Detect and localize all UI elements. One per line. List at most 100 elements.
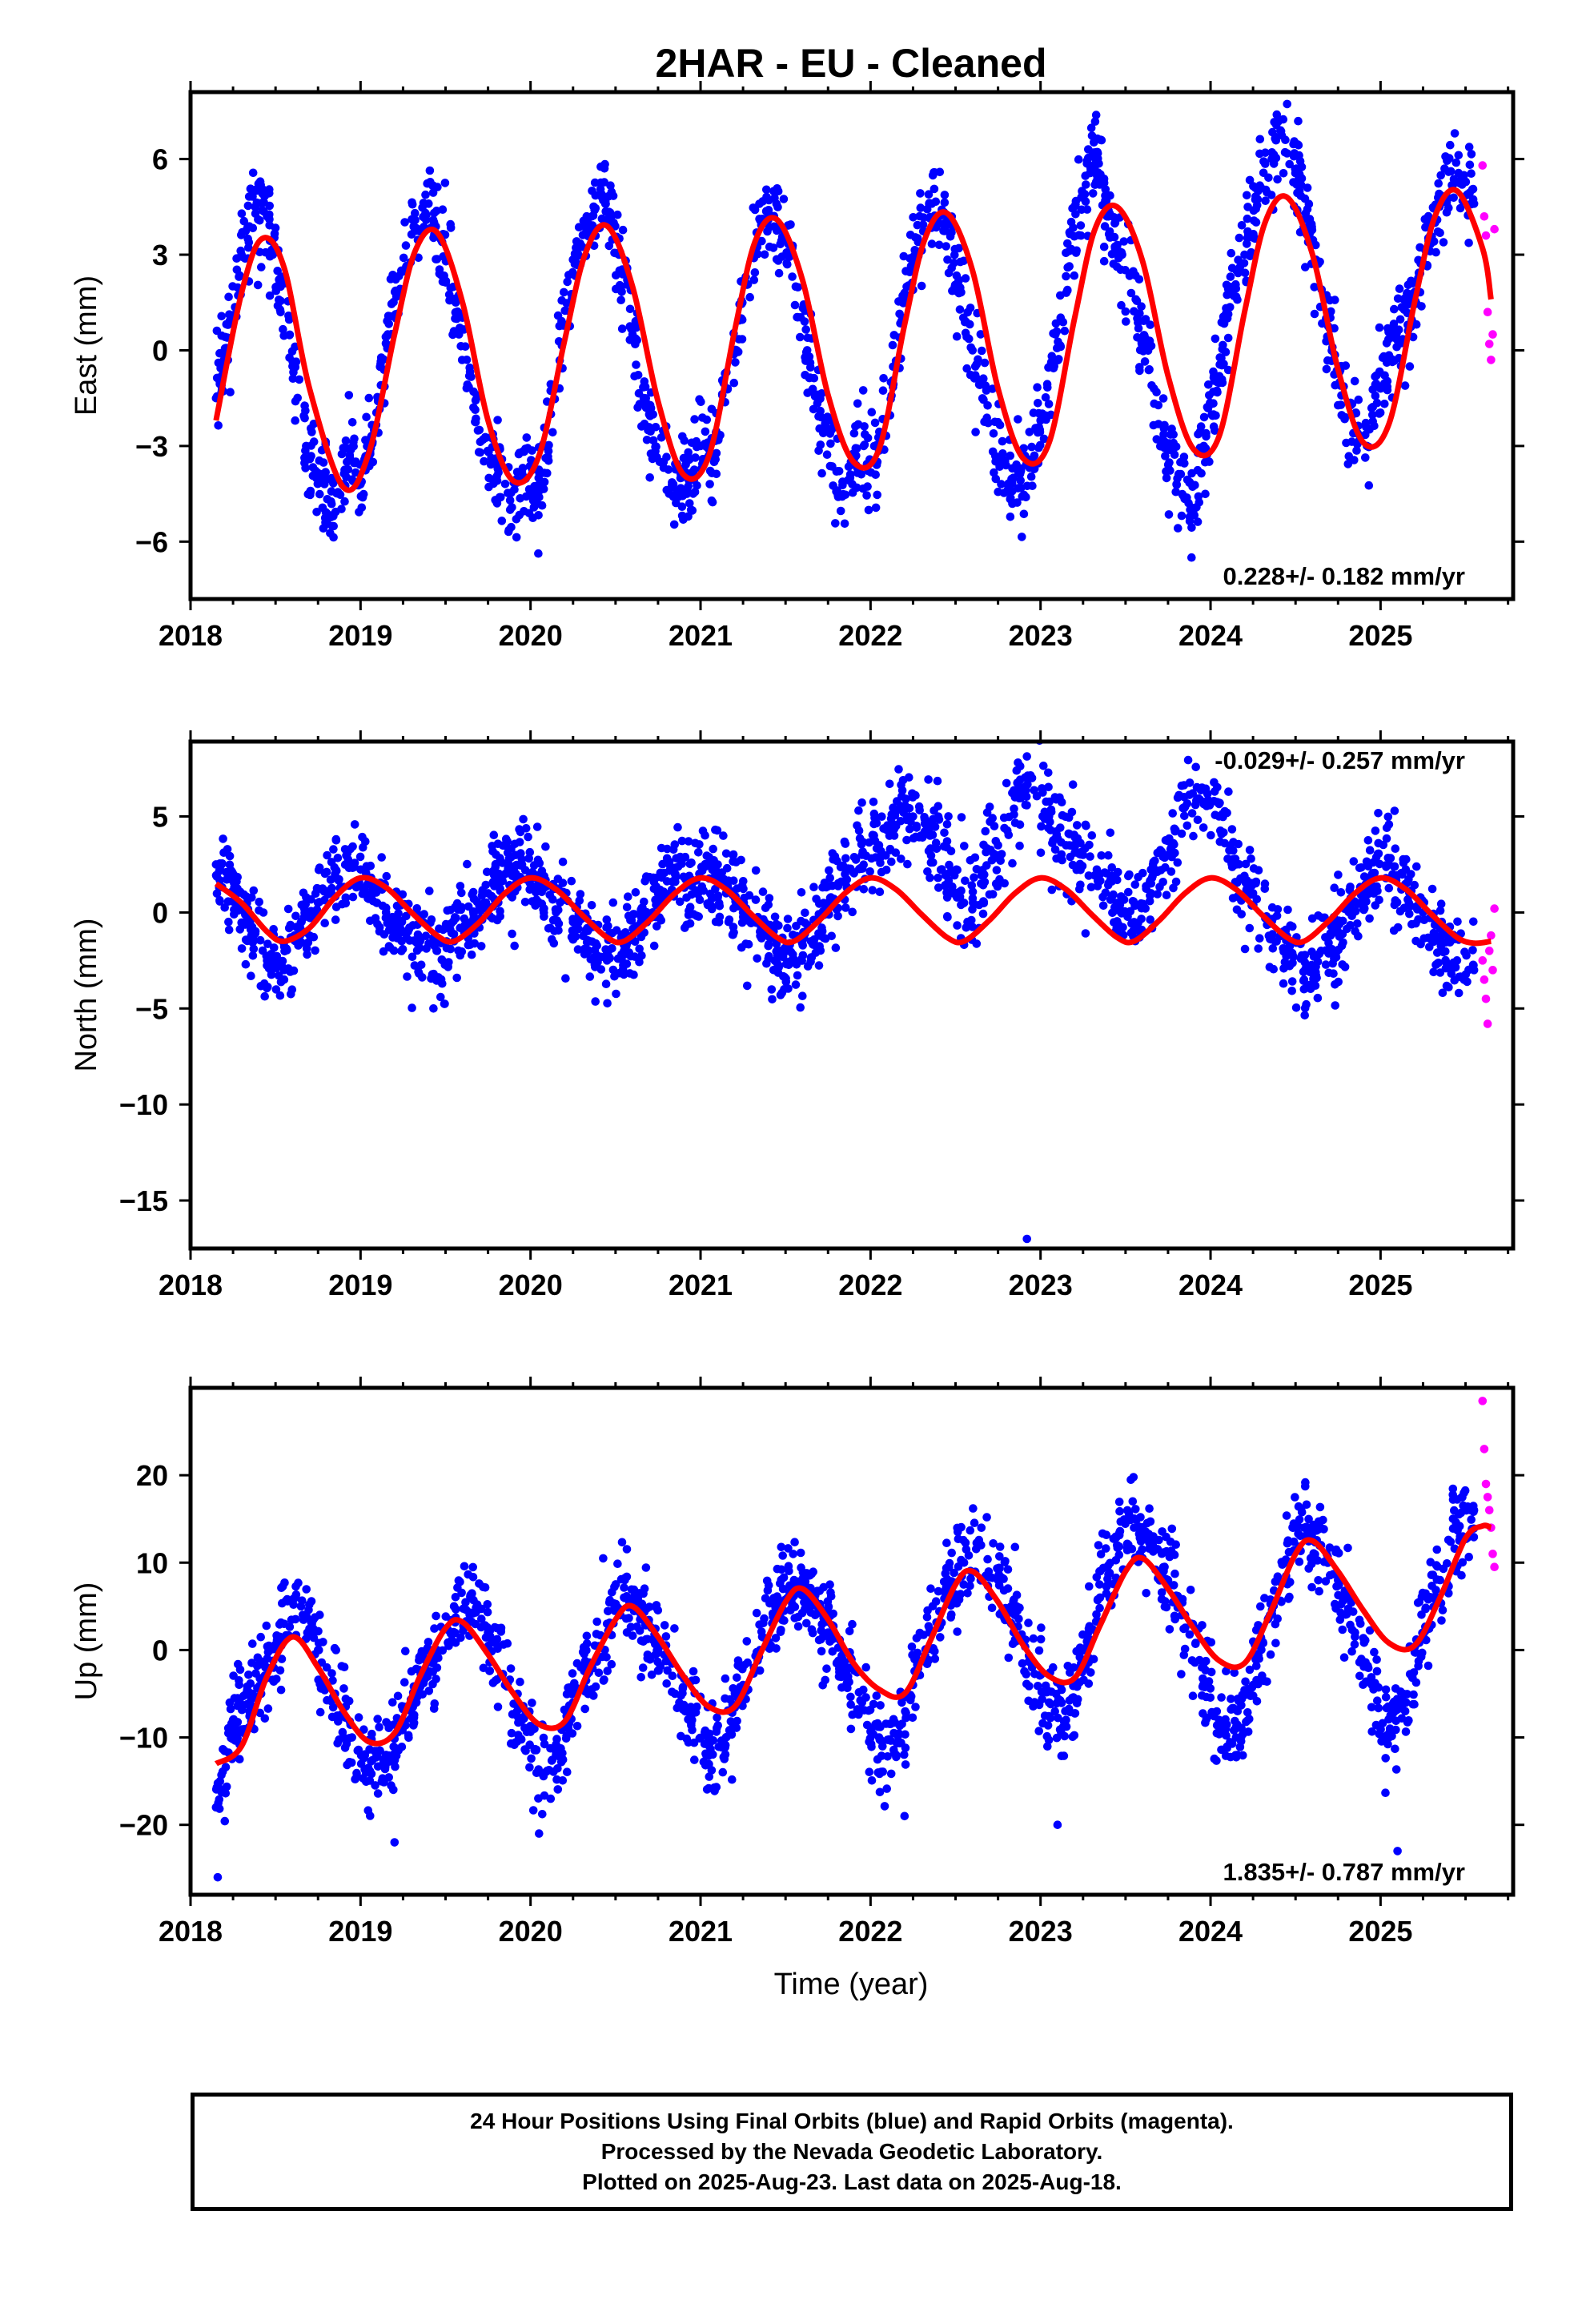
north-point	[619, 970, 628, 979]
north-point	[1242, 885, 1251, 895]
north-point	[656, 843, 666, 853]
east-point	[287, 347, 297, 356]
north-point	[230, 910, 239, 919]
east-point	[1454, 151, 1464, 160]
north-point	[875, 854, 885, 862]
north-point	[637, 951, 646, 960]
east-point	[441, 278, 451, 287]
north-point	[854, 806, 863, 815]
north-point	[857, 798, 866, 807]
north-point	[1251, 879, 1260, 888]
east-point	[1280, 147, 1290, 157]
north-point	[283, 904, 293, 914]
north-point	[995, 875, 1004, 884]
north-point	[1280, 958, 1290, 967]
north-point	[1070, 842, 1079, 852]
north-point	[1015, 841, 1024, 850]
east-point	[260, 191, 270, 200]
east-point	[1323, 356, 1332, 365]
north-point	[1180, 802, 1190, 811]
north-point	[219, 834, 227, 843]
east-point	[1261, 159, 1270, 168]
east-point	[596, 162, 605, 171]
north-point	[1453, 917, 1462, 927]
north-point	[841, 839, 850, 848]
up-point	[1414, 1662, 1423, 1671]
north-point	[698, 826, 708, 835]
east-point	[1468, 185, 1477, 194]
north-point	[1334, 870, 1343, 879]
north-frame	[188, 739, 1516, 1251]
east-point	[1380, 371, 1389, 380]
east-x-tick-label: 2021	[669, 619, 733, 652]
east-point	[1245, 175, 1255, 185]
north-point	[1241, 859, 1251, 869]
east-point	[346, 444, 355, 453]
east-point	[329, 512, 338, 521]
north-point	[483, 867, 492, 877]
north-point	[942, 912, 952, 921]
north-point	[768, 995, 777, 1004]
east-point	[339, 469, 349, 478]
east-point	[254, 179, 263, 188]
north-point	[456, 882, 465, 891]
north-point	[1124, 887, 1133, 897]
east-point	[1165, 458, 1174, 467]
north-point	[1014, 758, 1022, 767]
east-rapid-point	[1484, 340, 1494, 348]
east-point	[801, 371, 809, 380]
east-point	[1194, 429, 1203, 439]
east-point	[871, 503, 881, 513]
up-point	[289, 1600, 298, 1609]
north-point	[1193, 815, 1203, 825]
north-point	[992, 866, 1002, 875]
east-point	[1395, 284, 1404, 293]
north-point	[1355, 863, 1364, 873]
north-point	[596, 965, 606, 974]
east-point	[478, 435, 488, 444]
east-point	[1131, 295, 1140, 304]
up-point	[790, 1538, 799, 1546]
north-point	[438, 979, 447, 988]
north-point	[467, 950, 476, 959]
up-point	[1075, 1653, 1085, 1662]
east-point	[648, 436, 658, 445]
north-point	[764, 941, 773, 951]
north-point	[612, 926, 621, 935]
north-point	[377, 853, 387, 862]
north-point	[305, 931, 315, 940]
north-point	[1189, 831, 1198, 841]
up-point	[1050, 1707, 1059, 1716]
east-point	[840, 519, 849, 529]
up-point	[528, 1699, 536, 1707]
east-point	[1279, 115, 1288, 124]
east-point	[411, 208, 420, 218]
up-point	[950, 1568, 958, 1578]
east-point	[870, 418, 880, 428]
up-point	[1343, 1543, 1352, 1553]
north-point	[1441, 947, 1450, 956]
east-point	[1050, 362, 1058, 371]
north-point	[212, 872, 222, 881]
east-point	[563, 277, 572, 287]
east-point	[682, 489, 692, 498]
north-point	[1073, 821, 1082, 830]
north-point	[697, 862, 706, 871]
up-point	[714, 1743, 723, 1751]
north-point	[1288, 922, 1297, 931]
north-point	[366, 916, 375, 926]
east-point	[1193, 517, 1203, 526]
north-point	[341, 899, 351, 908]
north-point	[974, 900, 984, 910]
north-point	[962, 923, 971, 932]
east-point	[248, 223, 258, 233]
east-point	[989, 429, 998, 438]
north-point	[879, 824, 888, 833]
north-point	[1130, 918, 1138, 927]
north-point	[1369, 858, 1378, 867]
up-point	[660, 1621, 669, 1630]
north-point	[1410, 880, 1419, 890]
east-rapid-point	[1481, 231, 1491, 240]
east-point	[1119, 237, 1129, 246]
up-point	[942, 1538, 951, 1547]
